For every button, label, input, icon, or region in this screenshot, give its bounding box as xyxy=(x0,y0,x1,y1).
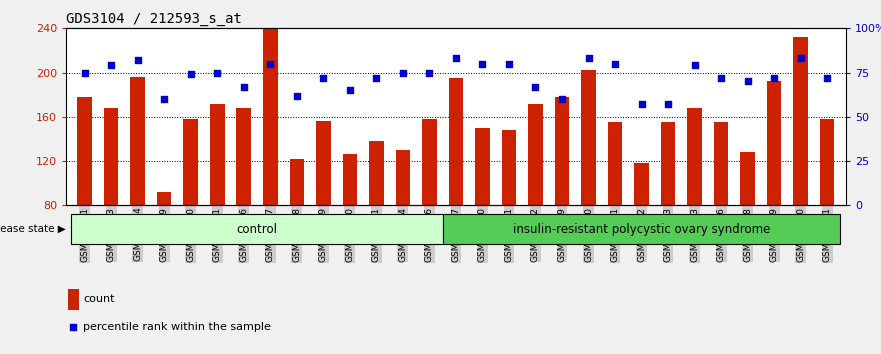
Bar xyxy=(263,28,278,294)
Point xyxy=(211,70,225,75)
Bar xyxy=(501,130,516,294)
Bar xyxy=(157,192,172,294)
Bar xyxy=(608,122,622,294)
Point xyxy=(396,70,410,75)
Text: disease state ▶: disease state ▶ xyxy=(0,224,65,234)
Point xyxy=(502,61,516,67)
Bar xyxy=(661,122,676,294)
Point xyxy=(794,56,808,61)
Bar xyxy=(104,108,118,294)
Point xyxy=(820,75,834,81)
Bar xyxy=(71,214,442,244)
Bar xyxy=(343,154,357,294)
Bar xyxy=(794,37,808,294)
Bar xyxy=(396,150,411,294)
Bar xyxy=(820,119,834,294)
Point xyxy=(263,61,278,67)
Point xyxy=(183,72,197,77)
Point xyxy=(767,75,781,81)
Point xyxy=(634,102,648,107)
Bar xyxy=(555,97,569,294)
Bar xyxy=(369,141,383,294)
Bar xyxy=(714,122,729,294)
Text: percentile rank within the sample: percentile rank within the sample xyxy=(83,322,271,332)
Bar xyxy=(68,289,79,310)
Bar xyxy=(422,119,437,294)
Bar xyxy=(183,119,198,294)
Bar xyxy=(442,214,840,244)
Bar xyxy=(529,104,543,294)
Point xyxy=(369,75,383,81)
Point xyxy=(316,75,330,81)
Text: GDS3104 / 212593_s_at: GDS3104 / 212593_s_at xyxy=(66,12,242,26)
Point xyxy=(237,84,251,90)
Point xyxy=(529,84,543,90)
Point xyxy=(130,57,144,63)
Point xyxy=(290,93,304,98)
Point xyxy=(66,324,80,330)
Text: control: control xyxy=(236,223,278,236)
Point xyxy=(448,56,463,61)
Point xyxy=(741,79,755,84)
Point xyxy=(608,61,622,67)
Point xyxy=(343,87,357,93)
Bar xyxy=(78,97,92,294)
Point xyxy=(422,70,436,75)
Point xyxy=(661,102,675,107)
Bar xyxy=(581,70,596,294)
Bar xyxy=(687,108,702,294)
Bar xyxy=(740,152,755,294)
Bar xyxy=(316,121,330,294)
Point xyxy=(78,70,92,75)
Point xyxy=(687,63,701,68)
Bar xyxy=(475,128,490,294)
Bar xyxy=(634,163,648,294)
Point xyxy=(476,61,490,67)
Point xyxy=(157,96,171,102)
Bar xyxy=(448,78,463,294)
Point xyxy=(104,63,118,68)
Bar xyxy=(130,77,145,294)
Point xyxy=(555,96,569,102)
Bar xyxy=(290,159,304,294)
Point xyxy=(581,56,596,61)
Text: insulin-resistant polycystic ovary syndrome: insulin-resistant polycystic ovary syndr… xyxy=(513,223,770,236)
Bar xyxy=(766,81,781,294)
Bar xyxy=(236,108,251,294)
Point xyxy=(714,75,729,81)
Bar xyxy=(210,104,225,294)
Text: count: count xyxy=(83,295,115,304)
